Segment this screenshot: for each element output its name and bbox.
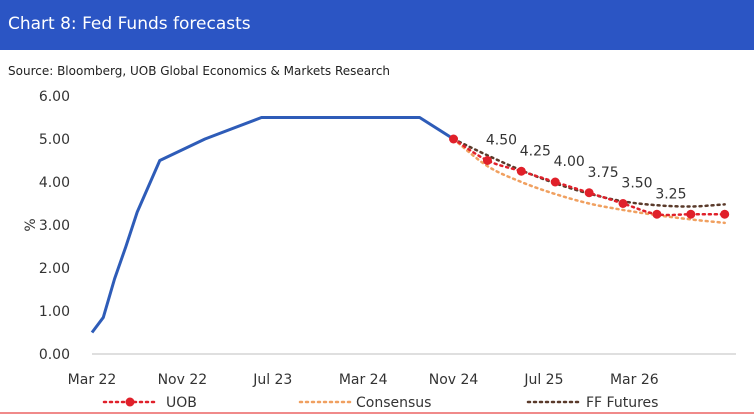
y-tick-label: 2.00 [39,261,70,277]
source-note: Source: Bloomberg, UOB Global Economics … [8,64,391,78]
data-labels: 4.504.254.003.753.503.25 [486,133,687,203]
chart-markers [449,134,730,219]
x-tick-label: Mar 22 [68,372,117,388]
x-tick-label: Mar 26 [610,372,659,388]
bottom-rule [0,412,754,414]
y-tick-label: 3.00 [39,218,70,234]
x-tick-label: Jul 23 [252,372,292,388]
y-tick-label: 1.00 [39,304,70,320]
legend-uob-marker [125,397,135,407]
y-tick-label: 5.00 [39,132,70,148]
uob-data-label: 3.25 [655,186,686,202]
uob-data-label: 4.25 [520,143,551,159]
legend-uob-label: UOB [166,395,197,411]
uob-marker [482,156,492,165]
uob-marker [449,134,459,144]
y-tick-label: 6.00 [39,89,70,105]
x-tick-label: Jul 25 [523,372,563,388]
uob-marker [618,199,628,208]
uob-data-label: 4.00 [554,154,585,170]
uob-marker [516,166,526,176]
chart-lines [90,116,726,334]
uob-marker [652,209,662,219]
x-tick-label: Nov 24 [429,372,479,388]
chart-header: Chart 8: Fed Funds forecasts [0,0,754,50]
uob-marker [686,209,696,219]
y-axis-label: % [23,218,39,231]
uob-marker [550,177,560,187]
uob-marker [584,188,594,198]
legend: UOB Consensus FF Futures [102,395,658,411]
uob-data-label: 3.75 [588,165,619,181]
chart-title: Chart 8: Fed Funds forecasts [8,14,251,34]
y-tick-label: 0.00 [39,347,70,363]
x-axis: Mar 22 Nov 22 Jul 23 Mar 24 Nov 24 Jul 25 Mar … [68,353,736,388]
uob-marker [720,209,730,219]
legend-ff-futures-label: FF Futures [586,395,658,411]
uob-data-label: 3.50 [621,176,652,192]
consensus-line [452,137,726,225]
x-tick-label: Nov 22 [158,372,208,388]
x-tick-label: Mar 24 [339,372,388,388]
history-line [90,116,455,334]
uob-data-label: 4.50 [486,133,517,149]
y-axis: 0.00 1.00 2.00 3.00 4.00 5.00 6.00% [23,89,70,363]
legend-consensus-label: Consensus [356,395,431,411]
y-tick-label: 4.00 [39,175,70,191]
